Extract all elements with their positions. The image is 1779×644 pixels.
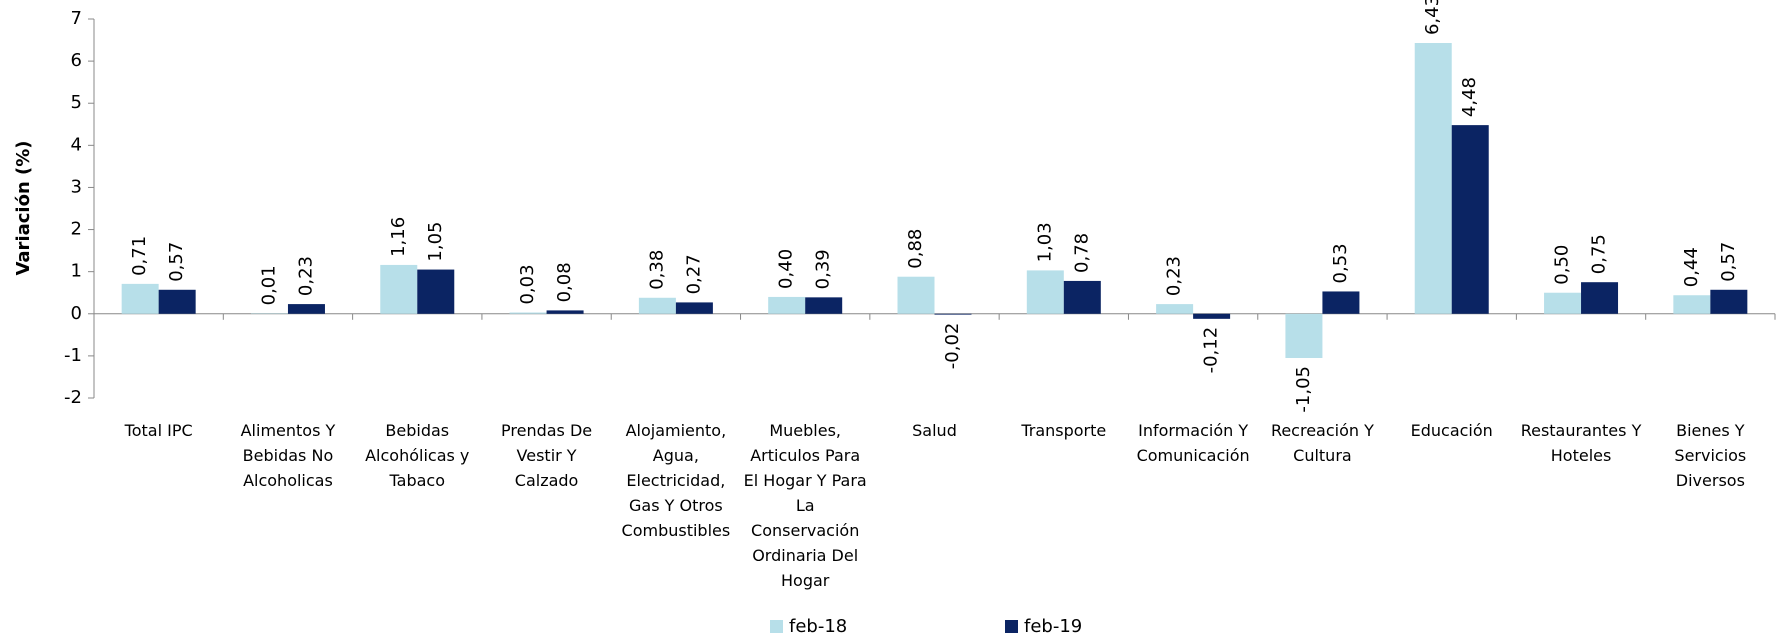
legend-swatch <box>770 620 783 633</box>
value-label: 0,71 <box>129 236 150 276</box>
y-tick-label: -1 <box>64 345 82 366</box>
bar <box>1193 313 1231 319</box>
bar <box>417 269 455 314</box>
bar <box>1063 280 1101 314</box>
bar <box>509 312 547 314</box>
value-label: 0,57 <box>1718 242 1739 282</box>
value-label: 0,88 <box>905 229 926 269</box>
x-tick-label: Salud <box>912 421 957 440</box>
bar <box>1285 313 1323 358</box>
value-label: 0,75 <box>1589 234 1610 274</box>
x-tick-label: Bebidas Alcohólicas y Tabaco <box>365 421 470 490</box>
bar <box>1026 270 1064 314</box>
bar <box>1673 295 1711 314</box>
bar <box>1156 304 1194 314</box>
y-tick-label: 7 <box>71 8 82 29</box>
y-tick-label: 6 <box>71 50 82 71</box>
y-tick-label: 1 <box>71 261 82 282</box>
bar <box>1451 125 1489 314</box>
value-label: -0,02 <box>942 323 963 370</box>
y-axis-label: Variación (%) <box>13 140 34 275</box>
value-label: 0,23 <box>295 256 316 296</box>
y-tick-label: 5 <box>71 92 82 113</box>
x-tick-label: Educación <box>1410 421 1493 440</box>
value-label: 0,57 <box>166 242 187 282</box>
bar <box>805 297 843 314</box>
value-label: 0,78 <box>1071 233 1092 273</box>
value-label: -0,12 <box>1201 327 1222 374</box>
bar <box>1544 292 1582 314</box>
value-label: 0,50 <box>1552 245 1573 285</box>
bar <box>1322 291 1360 314</box>
bar <box>1710 289 1748 314</box>
value-label: 0,40 <box>776 249 797 289</box>
legend-label: feb-19 <box>1024 616 1082 637</box>
y-tick-label: -2 <box>64 387 82 408</box>
bar <box>897 276 935 314</box>
x-tick-label: Alimentos Y Bebidas No Alcoholicas <box>240 421 336 490</box>
x-tick-label: Restaurantes Y Hoteles <box>1520 421 1642 465</box>
value-label: 0,27 <box>683 254 704 294</box>
y-tick-label: 3 <box>71 176 82 197</box>
value-label: 1,05 <box>425 221 446 261</box>
value-label: 0,03 <box>517 264 538 304</box>
value-label: 0,38 <box>646 250 667 290</box>
x-tick-label: Total IPC <box>124 421 193 440</box>
bar <box>1414 43 1452 314</box>
y-tick-label: 0 <box>71 303 82 324</box>
x-tick-label: Recreación Y Cultura <box>1270 421 1374 465</box>
value-label: 0,44 <box>1681 247 1702 287</box>
legend-swatch <box>1005 620 1018 633</box>
x-tick-label: Bienes Y Servicios Diversos <box>1674 421 1747 490</box>
bar <box>380 264 418 314</box>
legend-label: feb-18 <box>789 616 847 637</box>
value-label: 6,43 <box>1422 0 1443 35</box>
value-label: -1,05 <box>1293 366 1314 413</box>
bar <box>158 289 196 314</box>
value-label: 0,08 <box>554 262 575 302</box>
bar <box>121 283 159 314</box>
value-label: 4,48 <box>1459 77 1480 117</box>
bar <box>934 313 972 315</box>
bar <box>675 302 713 314</box>
bar <box>638 297 676 314</box>
x-tick-label: Información Y Comunicación <box>1136 421 1250 465</box>
bar <box>768 296 806 314</box>
y-tick-label: 2 <box>71 219 82 240</box>
x-tick-label: Alojamiento, Agua, Electricidad, Gas Y O… <box>621 421 731 540</box>
value-label: 0,23 <box>1164 256 1185 296</box>
y-tick-label: 4 <box>71 134 82 155</box>
value-label: 1,16 <box>388 217 409 257</box>
value-label: 0,01 <box>258 265 279 305</box>
bar <box>1581 282 1619 314</box>
x-tick-label: Transporte <box>1021 421 1107 440</box>
x-tick-label: Muebles, Articulos Para El Hogar Y Para … <box>743 421 867 590</box>
value-label: 0,53 <box>1330 243 1351 283</box>
bar <box>546 310 584 314</box>
bar <box>287 304 325 314</box>
value-label: 1,03 <box>1034 222 1055 262</box>
x-tick-label: Prendas De Vestir Y Calzado <box>501 421 593 490</box>
value-label: 0,39 <box>813 249 834 289</box>
